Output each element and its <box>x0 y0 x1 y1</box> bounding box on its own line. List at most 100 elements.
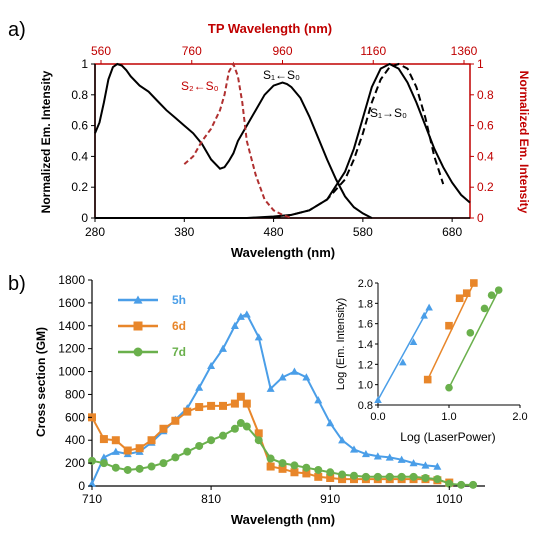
point-5h <box>195 383 204 391</box>
point-6d <box>326 473 335 482</box>
a-x-tick-label: 480 <box>264 225 284 239</box>
point-7d <box>195 441 204 450</box>
point-5h <box>421 461 430 469</box>
inset-series-0 <box>374 303 433 403</box>
inset-point <box>494 286 503 294</box>
b-x-tick-label: 710 <box>82 492 102 506</box>
point-6d <box>236 392 245 401</box>
a-left-tick-label: 0.6 <box>71 119 88 133</box>
point-5h <box>207 361 216 370</box>
point-7d <box>135 464 144 473</box>
inset-point <box>425 303 433 311</box>
point-7d <box>278 459 287 468</box>
point-6d <box>207 401 216 410</box>
point-5h <box>278 373 287 381</box>
point-6d <box>99 435 108 444</box>
inset-point <box>423 375 432 384</box>
inset-point <box>409 338 418 346</box>
inset-point <box>470 279 478 287</box>
series-6d <box>88 392 454 487</box>
legend-item-5h: 5h <box>118 293 186 307</box>
annotation-s1-absorption: S₁←S₀ <box>263 68 300 82</box>
point-7d <box>207 436 216 445</box>
b-x-axis-title: Wavelength (nm) <box>231 512 335 527</box>
point-7d <box>159 459 168 468</box>
a-right-axis-title: Normalized Em. Intensity <box>517 71 531 214</box>
annotation-s2: S₂←S₀ <box>181 79 219 93</box>
legend-marker <box>133 295 143 304</box>
point-5h <box>230 321 239 329</box>
point-6d <box>302 469 311 478</box>
a-plot-frame <box>94 63 471 219</box>
b-x-tick-label: 1010 <box>436 492 463 506</box>
point-7d <box>230 424 239 433</box>
left-axis-ticks: 0 0.2 0.4 0.6 0.8 1 <box>71 57 95 225</box>
legend-item-7d: 7d <box>118 345 186 359</box>
point-6d <box>123 446 132 455</box>
inset-y-tick-label: 0.8 <box>358 400 373 412</box>
a-top-tick-label: 760 <box>182 44 202 58</box>
point-7d <box>111 463 120 472</box>
panel-b-label: b) <box>8 273 26 295</box>
point-7d <box>326 468 335 477</box>
inset-point <box>445 321 453 330</box>
panel-b: b) 0 200 400 600 800 1000 1200 1400 1600 1800 710… <box>8 273 528 527</box>
point-5h <box>433 462 442 470</box>
annotation-s1-emission: S₁→S₀ <box>370 106 407 120</box>
point-6d <box>314 472 323 481</box>
point-5h <box>314 396 323 404</box>
inset-y-tick-label: 1.8 <box>358 298 373 310</box>
panel-a-label: a) <box>8 19 26 41</box>
point-6d <box>290 468 299 477</box>
b-y-tick-label: 1800 <box>58 273 85 287</box>
a-top-tick-label: 1160 <box>360 44 386 58</box>
point-7d <box>147 462 156 471</box>
b-y-tick-label: 400 <box>65 433 85 447</box>
point-5h <box>242 310 251 318</box>
b-x-tick-label: 910 <box>320 492 340 506</box>
point-5h <box>302 373 311 381</box>
series-line-7d <box>91 421 474 486</box>
legend-marker <box>133 321 143 331</box>
b-y-tick-label: 200 <box>65 456 85 470</box>
inset-fit-line <box>448 289 500 389</box>
point-7d <box>99 459 108 468</box>
inset-x-tick-label: 1.0 <box>441 411 456 423</box>
point-6d <box>242 399 251 408</box>
point-7d <box>350 471 358 480</box>
point-6d <box>254 429 263 438</box>
point-7d <box>183 447 192 456</box>
inset-point <box>487 291 496 300</box>
point-6d <box>159 424 168 433</box>
point-5h <box>254 333 263 341</box>
legend: 5h 6d 7d <box>118 293 186 359</box>
point-5h <box>385 453 394 461</box>
inset-point <box>445 383 453 392</box>
a-left-axis-title: Normalized Em. Intensity <box>39 70 53 213</box>
point-7d <box>171 453 180 462</box>
b-y-tick-label: 0 <box>78 479 85 493</box>
point-5h <box>350 445 358 453</box>
inset-point <box>399 358 407 366</box>
a-right-tick-label: 0.4 <box>477 149 494 163</box>
inset-series-2 <box>445 286 503 392</box>
point-6d <box>135 444 144 453</box>
a-series-line-3 <box>183 61 292 219</box>
b-y-tick-label: 1600 <box>58 296 85 310</box>
a-x-tick-label: 580 <box>353 225 373 239</box>
point-6d <box>183 407 192 416</box>
b-y-tick-label: 600 <box>65 410 85 424</box>
b-y-tick-label: 1200 <box>58 342 85 356</box>
a-x-tick-label: 680 <box>442 225 462 239</box>
point-5h <box>111 447 120 455</box>
inset-x-tick-label: 2.0 <box>512 411 527 423</box>
point-6d <box>278 464 287 473</box>
inset-point <box>420 311 428 319</box>
bottom-axis-ticks: 280 380 480 580 680 <box>85 218 462 239</box>
inset-x-axis-title: Log (LaserPower) <box>400 430 495 444</box>
point-7d <box>421 473 430 482</box>
point-6d <box>266 462 275 471</box>
top-axis-title: TP Wavelength (nm) <box>208 21 332 36</box>
point-7d <box>314 465 323 474</box>
